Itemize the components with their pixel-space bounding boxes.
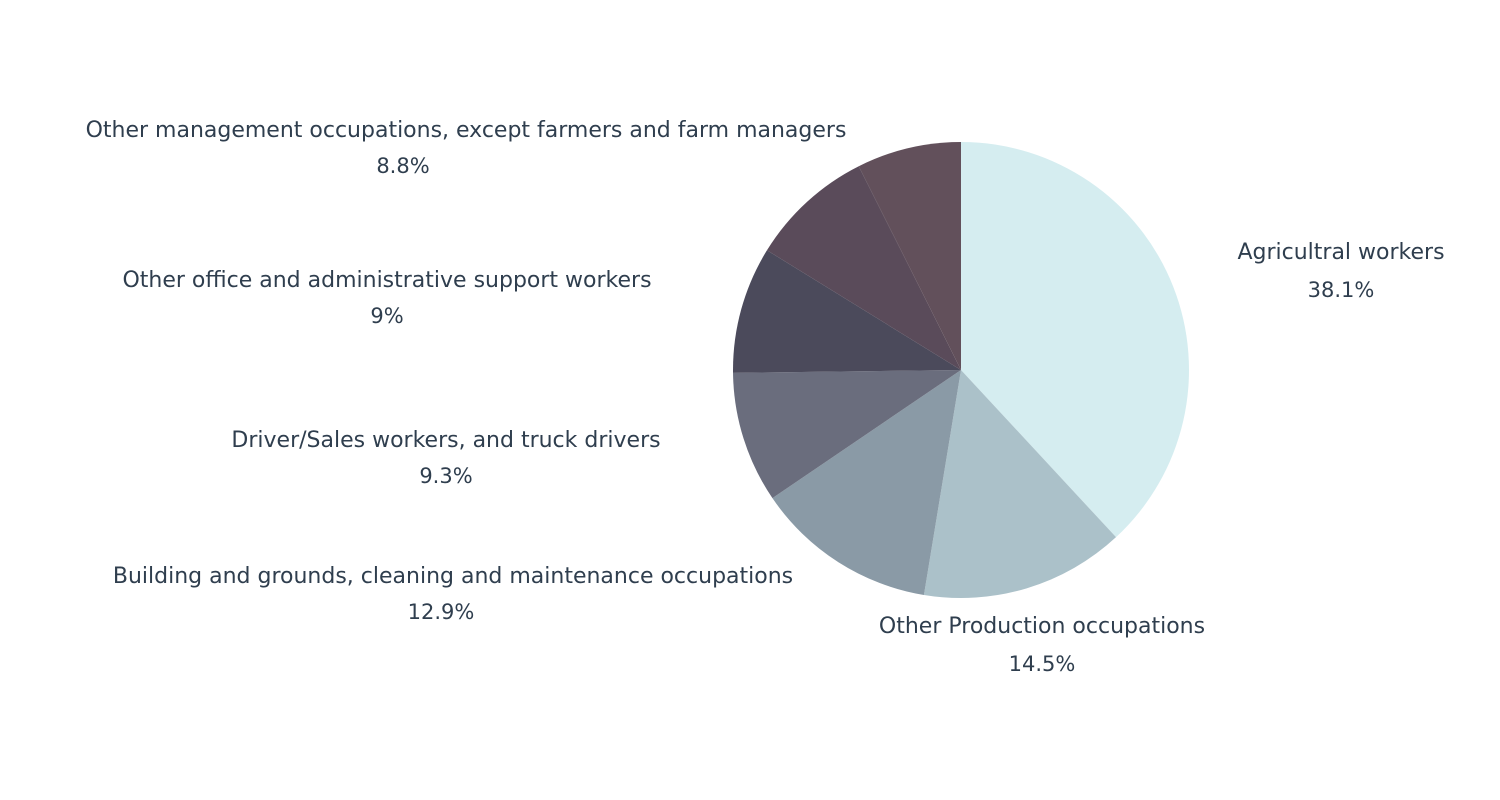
pie-slice-5	[766, 166, 961, 370]
slice-label-office-admin: Other office and administrative support …	[122, 268, 651, 293]
slice-label-driver-sales: Driver/Sales workers, and truck drivers	[231, 428, 660, 453]
pie-slice-0	[961, 142, 1189, 538]
slice-value-driver-sales: 9.3%	[419, 464, 472, 488]
slice-value-other-production: 14.5%	[1009, 652, 1076, 676]
pie-slice-1	[923, 370, 1117, 598]
pie-slice-4	[733, 250, 961, 373]
slice-label-building-grounds: Building and grounds, cleaning and maint…	[113, 564, 793, 589]
pie-slice-3	[733, 370, 961, 499]
slice-label-agricultural-workers: Agricultral workers	[1237, 240, 1444, 265]
pie-slice-6	[858, 142, 961, 370]
slice-label-other-production: Other Production occupations	[879, 614, 1205, 639]
pie-slices	[733, 142, 1189, 598]
pie-labels: Agricultral workers 38.1% Other Producti…	[86, 118, 1445, 676]
slice-label-other-management: Other management occupations, except far…	[86, 118, 847, 143]
slice-value-agricultural-workers: 38.1%	[1308, 278, 1375, 302]
pie-slice-2	[772, 370, 961, 595]
slice-value-other-management: 8.8%	[376, 154, 429, 178]
slice-value-building-grounds: 12.9%	[408, 600, 475, 624]
slice-value-office-admin: 9%	[370, 304, 403, 328]
